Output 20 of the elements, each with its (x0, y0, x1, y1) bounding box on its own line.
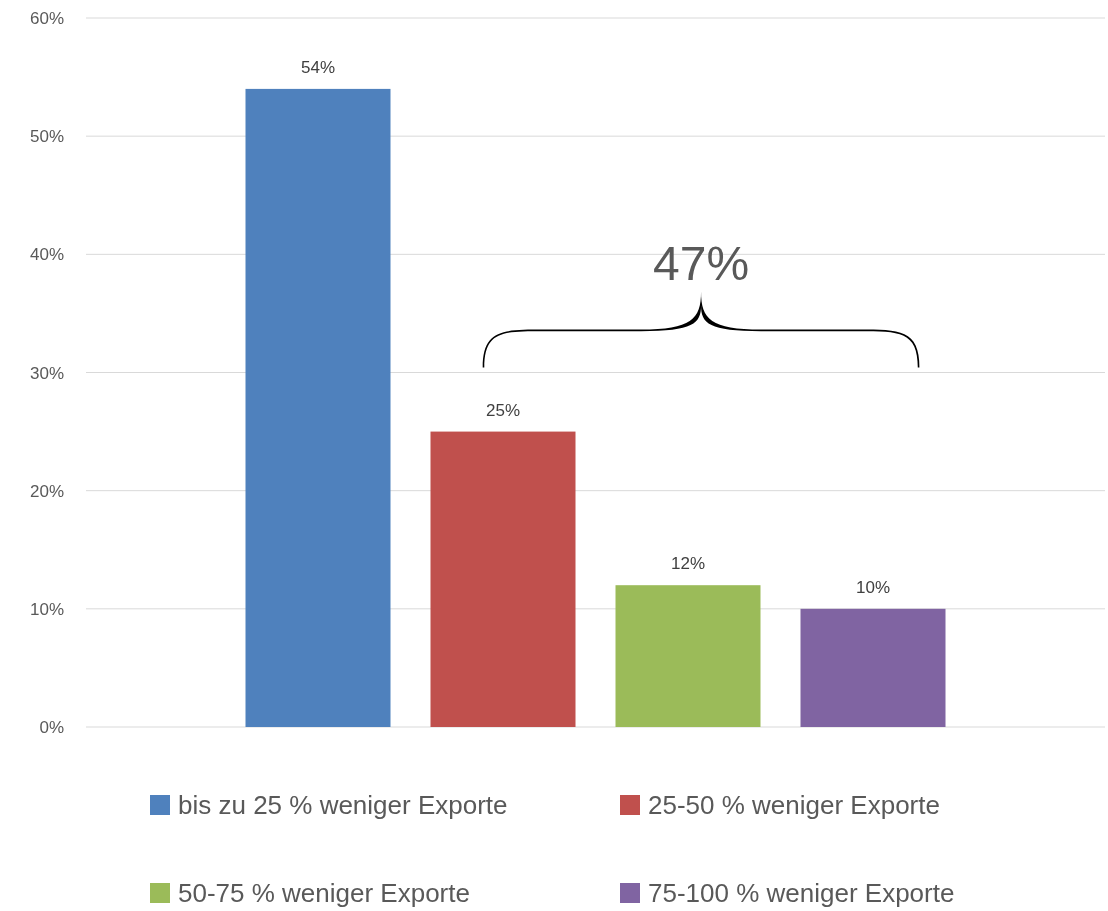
y-tick-label: 30% (29, 363, 64, 383)
legend-label: 50-75 % weniger Exporte (178, 878, 470, 908)
y-tick-label: 10% (29, 599, 64, 619)
bar (615, 585, 761, 727)
data-label: 25% (485, 400, 521, 420)
legend-label: 75-100 % weniger Exporte (648, 878, 955, 908)
bar (430, 431, 576, 727)
data-label: 10% (855, 577, 891, 597)
y-tick-label: 60% (29, 9, 64, 28)
y-tick-label: 20% (29, 481, 64, 501)
bar (245, 88, 391, 727)
y-tick-label: 0% (39, 718, 64, 737)
data-label: 54% (300, 57, 336, 77)
bar (800, 608, 946, 727)
data-label: 12% (670, 554, 706, 574)
y-tick-label: 40% (29, 245, 64, 265)
annotation: 47% (653, 236, 750, 290)
legend-label: bis zu 25 % weniger Exporte (178, 790, 508, 820)
legend-label: 25-50 % weniger Exporte (648, 790, 940, 820)
y-tick-label: 50% (29, 127, 64, 147)
